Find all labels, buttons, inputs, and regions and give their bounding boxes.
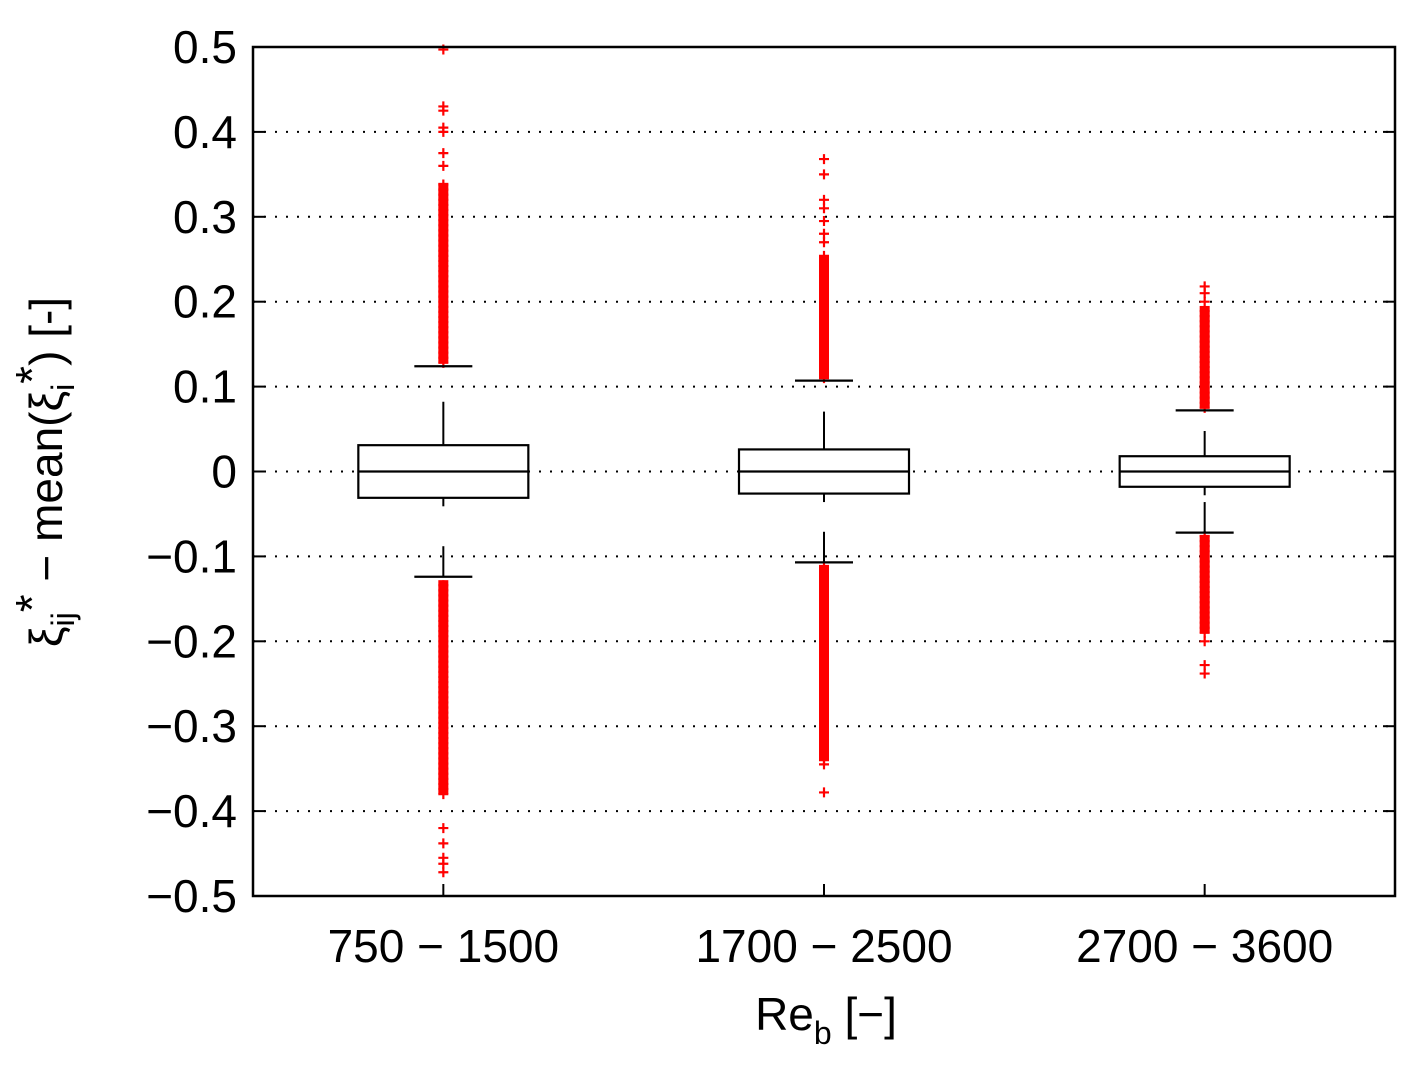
outlier-point: [819, 250, 829, 261]
x-axis-ticks: 750 − 1500 1700 − 2500 2700 − 3600: [328, 884, 1333, 972]
y-axis-title-xi2: ξ: [20, 391, 72, 412]
outlier-point: [1199, 281, 1210, 292]
x-axis-title: Reb [−]: [755, 988, 897, 1051]
y-axis-title-star: *: [6, 594, 58, 612]
outlier-point: [438, 122, 449, 133]
x-axis-title-sub: b: [814, 1015, 832, 1051]
y-tick-label: −0.3: [146, 700, 237, 752]
y-axis-title-xi: ξ: [20, 626, 72, 647]
outlier-point: [438, 160, 449, 171]
y-tick-label: −0.4: [146, 785, 237, 837]
y-axis-ticks: −0.5 −0.4 −0.3 −0.2 −0.1 0 0.1 0.2 0.3 0.4 0.5: [146, 21, 1395, 922]
outlier-point: [819, 216, 829, 227]
outlier-point: [1199, 296, 1210, 307]
y-axis-title-mid: − mean(: [20, 411, 72, 594]
x-tick-label: 2700 − 3600: [1076, 920, 1333, 972]
x-tick-label: 1700 − 2500: [695, 920, 952, 972]
x-axis-title-suffix: [−]: [832, 988, 897, 1040]
outlier-point: [438, 101, 449, 112]
outlier-point: [819, 203, 829, 214]
x-axis-title-main: Re: [755, 988, 814, 1040]
box-series: [357, 44, 1291, 878]
y-tick-label: −0.2: [146, 615, 237, 667]
y-tick-label: 0.1: [173, 361, 237, 413]
outlier-point: [819, 787, 829, 798]
y-axis-title-suffix: ) [-]: [20, 297, 72, 366]
outlier-point: [819, 237, 829, 248]
box-group: [1118, 281, 1291, 679]
y-tick-label: 0.3: [173, 191, 237, 243]
y-tick-label: −0.1: [146, 530, 237, 582]
outlier-point: [438, 580, 449, 591]
outlier-point: [1199, 636, 1210, 647]
y-axis-title: ξij* − mean(ξi*) [-]: [6, 297, 81, 647]
y-tick-label: 0.5: [173, 21, 237, 73]
outlier-point: [438, 823, 449, 834]
y-tick-label: −0.5: [146, 870, 237, 922]
outlier-point: [819, 154, 829, 165]
plot-frame: [251, 45, 1397, 898]
box-group: [737, 154, 911, 798]
y-tick-label: 0.2: [173, 276, 237, 328]
y-axis-title-xi2-sub: i: [45, 384, 81, 391]
y-axis-title-star2: *: [6, 366, 58, 384]
y-axis-title-xi-sub: ij: [45, 612, 81, 626]
box-group: [357, 44, 530, 878]
outlier-point: [819, 169, 829, 180]
outlier-point: [1199, 660, 1210, 671]
outlier-point: [819, 228, 829, 239]
outlier-point: [438, 867, 449, 878]
y-tick-label: 0.4: [173, 106, 237, 158]
outlier-point: [438, 838, 449, 849]
outlier-point: [819, 759, 829, 770]
outlier-point: [438, 179, 449, 190]
outlier-point: [1199, 668, 1210, 679]
x-tick-label: 750 − 1500: [328, 920, 560, 972]
outlier-point: [1199, 306, 1210, 317]
outlier-point: [438, 148, 449, 159]
y-tick-label: 0: [211, 446, 237, 498]
outlier-point: [438, 858, 449, 869]
outlier-point: [819, 194, 829, 205]
